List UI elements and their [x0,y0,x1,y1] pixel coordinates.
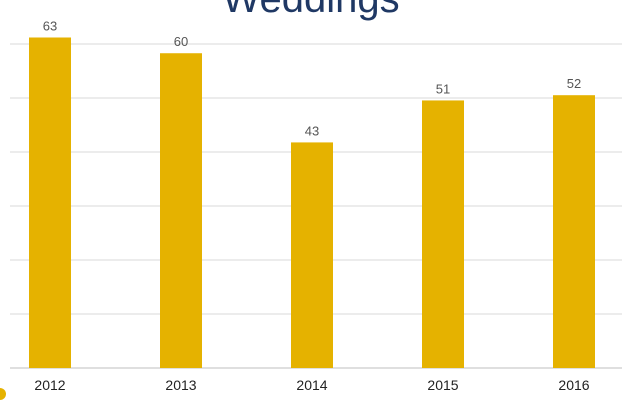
bar-2012 [29,37,71,368]
x-tick-label-2013: 2013 [165,377,196,393]
x-tick-label-2015: 2015 [427,377,458,393]
chart-title: Weddings [222,0,399,21]
bar-2015 [422,100,464,368]
x-tick-label-2012: 2012 [34,377,65,393]
data-label-2013: 60 [174,34,188,49]
x-tick-label-2016: 2016 [558,377,589,393]
bar-2014 [291,142,333,368]
x-tick-label-2014: 2014 [296,377,327,393]
bar-2016 [553,95,595,368]
data-label-2016: 52 [567,76,581,91]
data-label-2015: 51 [436,81,450,96]
bar-2013 [160,53,202,368]
data-labels-group: 63 60 43 51 52 [43,18,581,138]
data-label-2012: 63 [43,18,57,33]
bars-group [29,37,595,368]
data-label-2014: 43 [305,123,319,138]
x-tick-labels-group: 2012 2013 2014 2015 2016 [34,377,589,393]
